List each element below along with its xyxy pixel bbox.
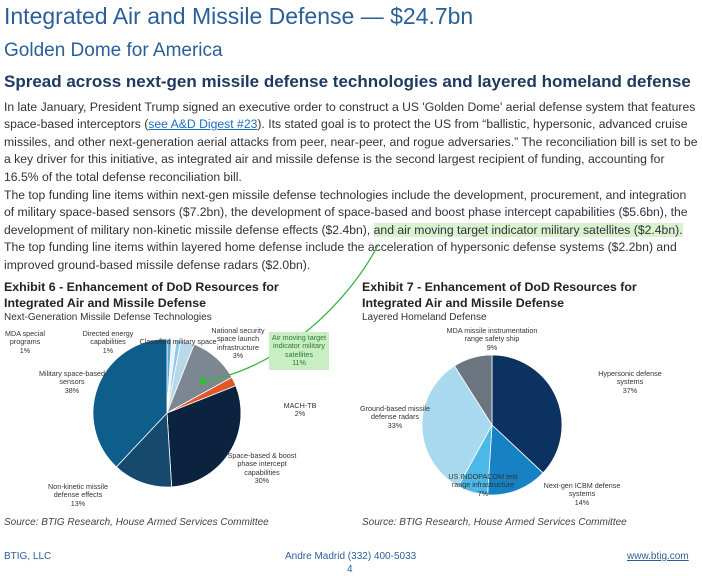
text: The top funding line items within next-g… [4, 188, 688, 237]
slice-label: MDA missile instrumentation range safety… [442, 326, 542, 352]
value-label: 2% [294, 409, 306, 419]
exhibit-title: Exhibit 6 - Enhancement of DoD Resources… [4, 280, 279, 310]
value-label: 1% [19, 345, 31, 355]
value-label: 7% [477, 488, 489, 498]
footer-contact: Andre Madrid (332) 400-5033 [285, 551, 417, 562]
slice-label: Classified military space [128, 337, 228, 346]
footer-left: BTIG, LLC [4, 551, 52, 562]
slice-label: MDA special programs 1% [0, 329, 50, 355]
website-link[interactable]: www.btig.com [627, 551, 689, 562]
category-label: Classified military space [139, 337, 217, 346]
category-label: Non-kinetic missile defense effects [48, 482, 108, 500]
category-label: Military space-based sensors [39, 369, 105, 387]
category-label: Next-gen ICBM defense systems [543, 481, 621, 499]
page-number: 4 [347, 564, 353, 575]
source: Source: BTIG Research, House Armed Servi… [362, 517, 627, 528]
pie-slice [92, 338, 168, 468]
category-label: National security space launch infrastru… [211, 326, 265, 352]
pie-slice [453, 354, 493, 427]
value-label: 11% [292, 358, 306, 368]
pie-slice [166, 338, 173, 414]
connector-dot [199, 377, 207, 385]
category-label: MACH-TB [283, 401, 317, 410]
pie-slice [166, 339, 195, 414]
footer-link: www.btig.com [627, 551, 689, 562]
category-label: MDA missile instrumentation range safety… [446, 326, 538, 344]
value-label: 38% [64, 385, 80, 395]
slice-label: National security space launch infrastru… [203, 326, 273, 361]
slice-label: Air moving target indicator military sat… [269, 332, 329, 370]
value-label: 13% [70, 498, 86, 508]
category-label: Ground-based missile defense radars [360, 404, 430, 422]
category-label: US INDOPACOM test range infrastructure [448, 472, 518, 490]
slice-label: Ground-based missile defense radars 33% [359, 404, 431, 430]
exhibit-subtitle: Next-Generation Missile Defense Technolo… [4, 312, 212, 323]
slice-label: Hypersonic defense systems 37% [590, 369, 670, 395]
value-label: 1% [102, 345, 114, 355]
slice-label: US INDOPACOM test range infrastructure 7% [448, 472, 518, 498]
slice-label: MACH-TB 2% [280, 401, 320, 419]
value-label: 9% [486, 342, 498, 352]
subtitle: Golden Dome for America [4, 40, 223, 61]
link[interactable]: see A&D Digest #23 [148, 117, 258, 132]
text: The top funding line items within layere… [4, 240, 677, 272]
exhibit-subtitle: Layered Homeland Defense [362, 312, 487, 323]
source: Source: BTIG Research, House Armed Servi… [4, 517, 269, 528]
value-label: 33% [387, 420, 403, 430]
slice-label: Next-gen ICBM defense systems 14% [542, 481, 622, 507]
pie-slice [166, 338, 177, 414]
text: In late January, President Trump signed … [4, 100, 696, 132]
slice-label: Military space-based sensors 38% [32, 369, 112, 395]
slice-label: Non-kinetic missile defense effects 13% [38, 482, 118, 508]
value-label: 37% [622, 385, 638, 395]
pie-slice [491, 354, 563, 474]
slice-label: Space-based & boost phase intercept capa… [227, 451, 297, 486]
category-label: Directed energy capabilities [82, 329, 134, 347]
category-label: Space-based & boost phase intercept capa… [227, 451, 297, 477]
category-label: MDA special programs [5, 329, 45, 347]
category-label: Hypersonic defense systems [598, 369, 662, 387]
pie-slice [421, 365, 493, 487]
value-label: 3% [232, 351, 244, 361]
highlight: and air moving target indicator military… [373, 222, 683, 237]
title: Integrated Air and Missile Defense — $24… [4, 3, 474, 29]
value-label: 30% [254, 476, 270, 486]
section-heading: Spread across next-gen missile defense t… [4, 72, 691, 91]
exhibit-title: Exhibit 7 - Enhancement of DoD Resources… [362, 280, 637, 310]
paragraph: In late January, President Trump signed … [4, 99, 698, 186]
pie-slice [166, 376, 237, 414]
category-label: Air moving target indicator military sat… [271, 333, 327, 359]
paragraph: The top funding line items within next-g… [4, 187, 698, 274]
value-label: 14% [574, 497, 590, 507]
text: ). Its stated goal is to protect the US … [4, 117, 698, 184]
pie-slice [115, 412, 173, 488]
slice-label: Directed energy capabilities 1% [78, 329, 138, 355]
pie-slice [166, 339, 182, 414]
